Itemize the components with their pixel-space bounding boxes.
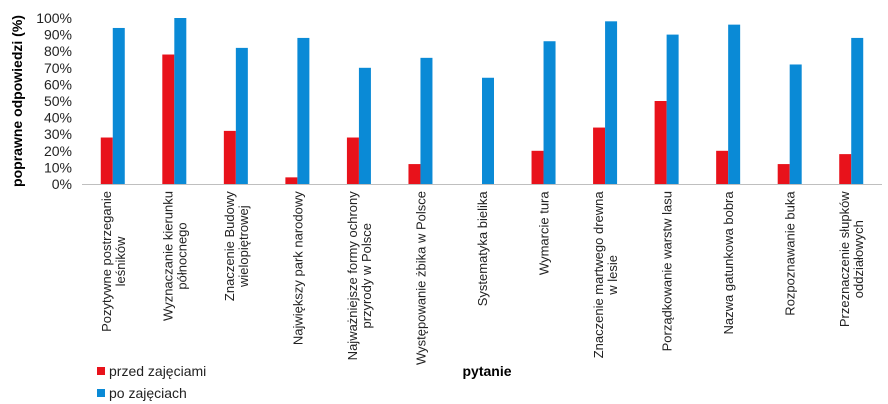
category-label: Nazwa gatunkowa bobra (721, 191, 736, 335)
bar-after (358, 67, 371, 184)
category-label: Rozpoznawanie buka (783, 191, 798, 316)
bar-after (605, 21, 618, 184)
bar-after (112, 27, 125, 185)
bar-after (482, 77, 494, 184)
category-labels: Pozytywne postrzeganieleśników Wyznaczani… (99, 191, 866, 365)
y-tick-label: 70% (44, 60, 72, 76)
category-label: Najważniejsze formy ochronyprzyrody w Po… (345, 191, 374, 361)
category-label: Wyznaczanie kierunkupółnocnego (160, 191, 189, 321)
category-label: Wymarcie tura (537, 191, 552, 275)
category-label: Znaczenie martwego drewnaw lesie (591, 191, 620, 359)
y-tick-label: 40% (44, 110, 72, 126)
legend: przed zajęciami po zajęciach (97, 363, 206, 401)
y-tick-label: 0% (52, 176, 72, 192)
category-label: Pozytywne postrzeganieleśników (99, 191, 128, 332)
y-tick-label: 30% (44, 126, 72, 142)
y-axis-title: poprawne odpowiedzi (%) (9, 15, 25, 187)
bar-before (223, 130, 236, 184)
bar-before (346, 137, 359, 184)
legend-label-before: przed zajęciami (109, 363, 206, 379)
legend-swatch-after (97, 389, 105, 397)
bar-before (777, 164, 790, 184)
legend-label-after: po zajęciach (109, 385, 187, 401)
bar-after (174, 18, 187, 184)
legend-swatch-before (97, 367, 105, 375)
category-label: Porządkowanie warstw lasu (660, 191, 675, 351)
y-tick-label: 20% (44, 143, 72, 159)
x-axis-title: pytanie (462, 363, 511, 379)
bars (100, 18, 864, 185)
bar-before (285, 177, 298, 184)
bar-after (728, 24, 741, 184)
bar-before (162, 54, 175, 184)
bar-before (531, 150, 544, 184)
bar-after (543, 41, 556, 184)
bar-before (408, 164, 421, 184)
bar-after (666, 34, 679, 184)
bar-before (593, 127, 606, 184)
bar-after (789, 64, 802, 184)
bar-after (235, 47, 248, 184)
y-tick-label: 60% (44, 76, 72, 92)
bar-after (420, 57, 433, 185)
bar-after (297, 37, 310, 184)
category-label: Występowanie żbika w Polsce (413, 191, 428, 365)
bar-before (100, 137, 113, 184)
category-label: Systematyka bielika (475, 191, 490, 307)
y-tick-label: 80% (44, 43, 72, 59)
y-tick-label: 10% (44, 159, 72, 175)
y-tick-label: 100% (36, 10, 72, 26)
category-label: Znaczenie Budowywielopiętrowej (222, 191, 251, 301)
category-label: Przeznaczenie słupkówoddziałowych (837, 191, 866, 327)
y-axis-ticks: 0%10%20%30%40%50%60%70%80%90%100% (36, 10, 72, 192)
bar-before (716, 150, 729, 184)
bar-before (654, 101, 667, 184)
bar-after (851, 37, 864, 184)
category-label: Największy park narodowy (290, 191, 305, 345)
y-tick-label: 50% (44, 93, 72, 109)
y-tick-label: 90% (44, 27, 72, 43)
bar-before (839, 154, 852, 184)
